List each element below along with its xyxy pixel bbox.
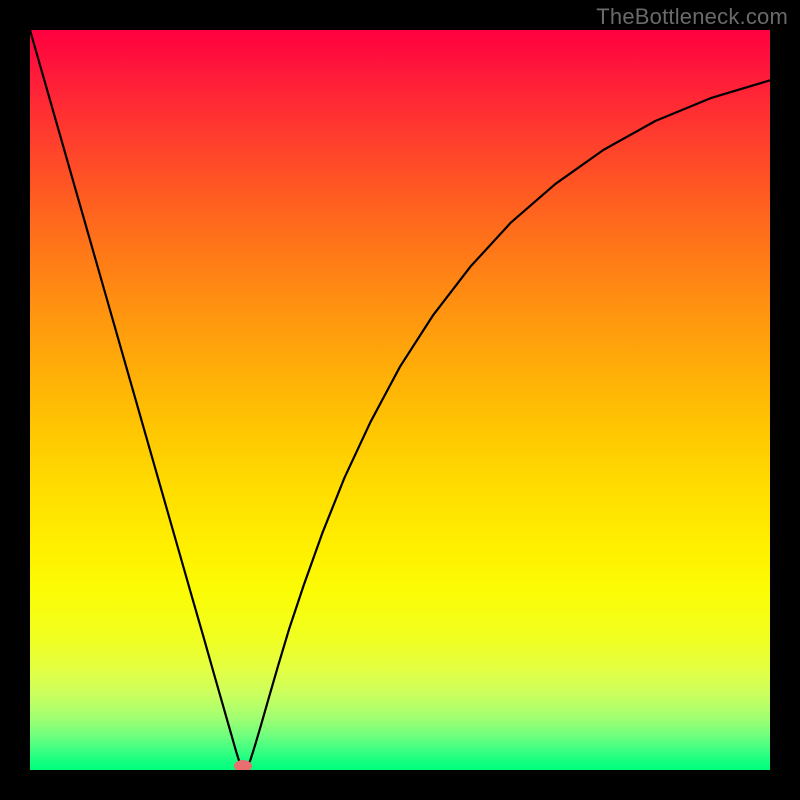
watermark-text: TheBottleneck.com [596,4,788,30]
curve-layer [30,30,770,770]
bottleneck-curve [30,30,770,770]
optimal-point-marker [234,760,252,770]
chart-container: TheBottleneck.com [0,0,800,800]
plot-area [30,30,770,770]
